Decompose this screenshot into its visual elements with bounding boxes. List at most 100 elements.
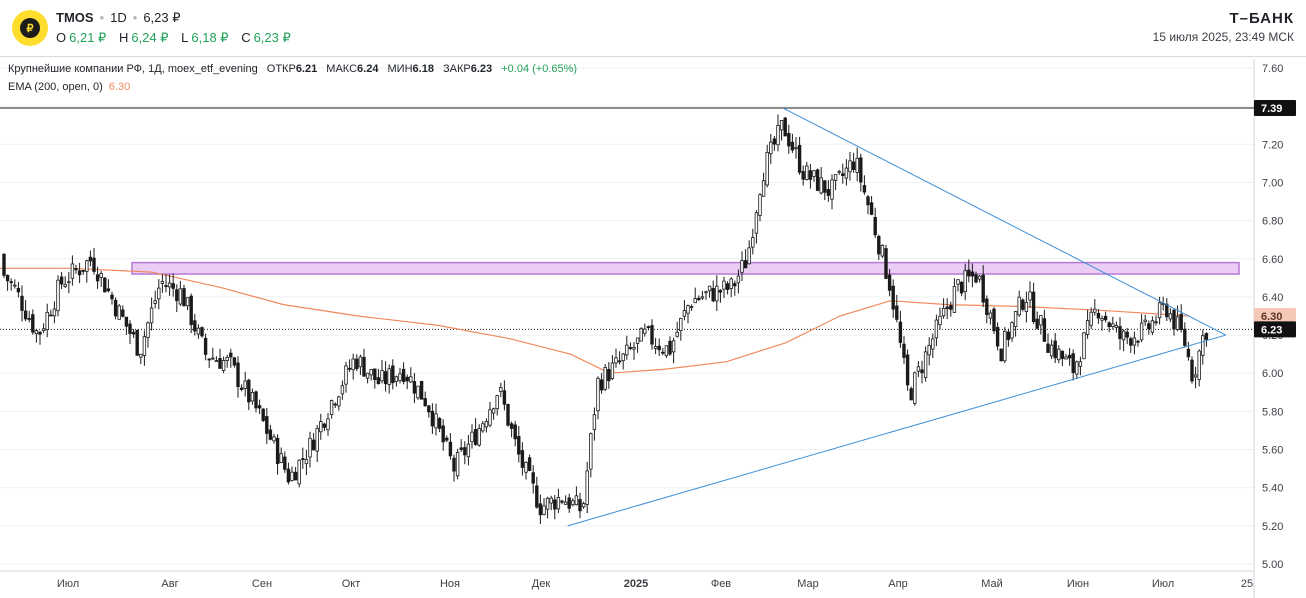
candle-body — [49, 314, 53, 317]
candle-body — [477, 428, 481, 446]
candle-body — [214, 360, 219, 363]
candle-body — [934, 319, 939, 339]
candle-body — [531, 472, 535, 484]
candle-body — [970, 271, 975, 277]
candle-body — [160, 281, 165, 284]
candle-body — [718, 289, 723, 293]
candle-body — [1111, 323, 1115, 327]
candle-body — [923, 351, 928, 378]
legend-low-label: МИН — [387, 63, 413, 75]
candle-body — [722, 280, 726, 290]
candle-body — [488, 409, 492, 426]
candle-body — [128, 323, 132, 334]
legend-high-label: МАКС — [326, 63, 358, 75]
candle-body — [110, 294, 114, 300]
candle-body — [322, 423, 327, 428]
candle-body — [916, 366, 921, 372]
candle-body — [1031, 291, 1036, 323]
candle-body — [491, 408, 496, 414]
candle-body — [499, 386, 503, 392]
tmos-logo-icon: ₽ — [12, 10, 48, 46]
x-tick-label: Ноя — [440, 578, 460, 590]
candle-body — [992, 308, 996, 332]
candle-body — [1150, 320, 1155, 333]
candle-body — [952, 286, 957, 313]
candle-body — [866, 196, 870, 206]
candle-body — [2, 253, 6, 276]
ema-label: EMA (200, open, 0) — [8, 81, 103, 93]
candle-body — [229, 352, 233, 358]
candle-body — [106, 288, 111, 292]
candle-body — [765, 152, 769, 186]
candle-body — [45, 311, 49, 331]
candle-body — [725, 283, 730, 290]
candle-body — [999, 348, 1003, 362]
interval-label[interactable]: 1D — [110, 10, 127, 25]
candle-body — [67, 281, 71, 284]
candle-body — [628, 347, 633, 349]
candle-body — [387, 368, 391, 385]
candle-body — [869, 202, 874, 215]
candle-body — [38, 331, 42, 335]
candle-body — [207, 358, 211, 361]
candle-body — [369, 368, 373, 376]
trendline — [782, 107, 1227, 336]
candle-body — [697, 297, 701, 300]
candle-body — [1201, 335, 1205, 356]
candle-body — [481, 423, 485, 432]
candle-body — [1060, 350, 1065, 359]
candle-body — [985, 298, 989, 315]
candle-body — [261, 408, 265, 421]
candle-body — [585, 470, 589, 505]
candle-body — [535, 485, 539, 508]
candle-body — [164, 285, 168, 287]
candle-body — [344, 365, 348, 385]
candle-body — [81, 269, 85, 272]
x-tick-label: Дек — [532, 578, 551, 590]
candle-body — [466, 443, 471, 458]
candle-body — [513, 424, 517, 440]
y-tick-label: 7.60 — [1262, 63, 1283, 75]
candle-body — [333, 403, 337, 406]
ticker-line: TMOS • 1D • 6,23 ₽ — [56, 10, 181, 25]
candle-body — [351, 358, 355, 371]
chart-area[interactable]: 7.607.407.207.006.806.606.406.206.005.80… — [0, 56, 1306, 598]
candle-body — [1129, 338, 1133, 346]
ohlc-line: O 6,21 ₽ H 6,24 ₽ L 6,18 ₽ C 6,23 ₽ — [56, 30, 300, 46]
candle-body — [502, 390, 507, 405]
candle-body — [171, 283, 175, 289]
y-tick-label: 7.00 — [1262, 177, 1283, 189]
candle-body — [59, 276, 64, 285]
candle-body — [509, 423, 514, 429]
legend-high: 6.24 — [357, 63, 379, 75]
candle-body — [758, 194, 762, 216]
candle-body — [1172, 309, 1176, 330]
candle-body — [506, 404, 510, 426]
candle-body — [178, 288, 183, 305]
candle-body — [527, 457, 532, 471]
ohlc-key-high: H — [118, 30, 129, 45]
candle-body — [1017, 296, 1021, 316]
price-chart[interactable]: 7.607.407.207.006.806.606.406.206.005.80… — [0, 57, 1306, 598]
ticker-symbol[interactable]: TMOS — [56, 10, 94, 25]
candle-body — [1154, 321, 1158, 324]
candle-body — [1190, 359, 1194, 382]
candle-body — [851, 161, 856, 170]
candle-body — [1075, 361, 1079, 375]
candle-body — [1175, 316, 1180, 330]
candle-body — [347, 367, 352, 370]
candle-body — [319, 421, 323, 433]
candle-body — [405, 376, 409, 382]
candle-body — [1197, 350, 1201, 380]
candle-body — [9, 281, 13, 284]
candle-body — [571, 500, 575, 506]
candle-body — [117, 305, 121, 320]
candle-body — [149, 307, 154, 324]
candle-body — [272, 436, 276, 442]
candle-body — [524, 461, 528, 473]
candle-body — [1165, 303, 1169, 318]
candle-body — [772, 138, 777, 145]
candle-body — [643, 328, 647, 334]
x-tick-label: Фев — [711, 578, 731, 590]
candle-body — [52, 308, 57, 317]
